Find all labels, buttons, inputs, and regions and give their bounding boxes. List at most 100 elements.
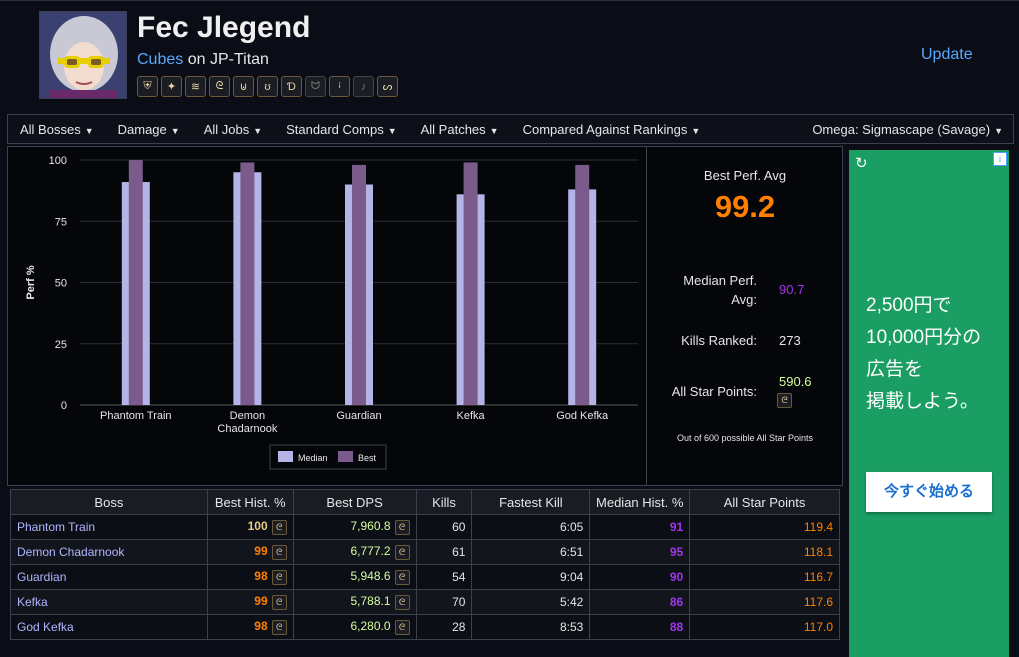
server-name: JP-Titan <box>209 51 269 68</box>
y-axis-label: Perf % <box>25 265 37 299</box>
allstar-value: 590.6 <box>779 374 812 389</box>
white-mage-icon: ᘓ <box>271 519 287 535</box>
filter-comparison[interactable]: Compared Against Rankings ▼ <box>511 122 713 137</box>
legend-box <box>269 444 387 470</box>
y-tick-label: 100 <box>49 155 67 167</box>
paladin-icon[interactable]: ⛨ <box>137 76 158 97</box>
best-dps-cell: 5,948.6 ᘓ <box>292 564 417 590</box>
table-header-row: Boss Best Hist. % Best DPS Kills Fastest… <box>10 489 840 515</box>
black-mage-icon[interactable]: ᔕ <box>377 76 398 97</box>
ad-text-line: 掲載しよう。 <box>866 391 979 412</box>
fastest-kill-value[interactable]: 6:51 <box>471 539 591 565</box>
update-button[interactable]: Update <box>921 46 973 63</box>
all-star-points-value: 118.1 <box>689 539 840 565</box>
white-mage-icon: ᘓ <box>271 619 287 635</box>
boss-name-link[interactable]: Demon Chadarnook <box>10 539 208 565</box>
bard-icon[interactable]: ♪ <box>353 76 374 97</box>
table-row[interactable]: Kefka 99 ᘓ 5,788.1 ᘓ 70 5:42 86 117.6 <box>10 589 840 615</box>
filter-comps[interactable]: Standard Comps ▼ <box>274 122 408 137</box>
chevron-down-icon: ▼ <box>387 125 397 136</box>
best-bar <box>463 162 478 405</box>
filter-jobs-label: All Jobs <box>203 121 250 137</box>
filter-jobs[interactable]: All Jobs ▼ <box>192 122 274 137</box>
table-row[interactable]: God Kefka 98 ᘓ 6,280.0 ᘓ 28 8:53 88 117.0 <box>10 614 840 640</box>
col-kills[interactable]: Kills <box>415 489 473 515</box>
col-best-dps[interactable]: Best DPS <box>292 489 417 515</box>
best-dps-value: 7,960.8 <box>350 519 391 534</box>
col-all-star-points[interactable]: All Star Points <box>689 489 840 515</box>
filter-patches-label: All Patches <box>420 121 486 137</box>
legend-label-best: Best <box>358 453 377 463</box>
refresh-icon[interactable]: ↻ <box>855 155 868 172</box>
best-hist-value: 99 <box>254 594 268 609</box>
boss-name-link[interactable]: God Kefka <box>10 614 208 640</box>
best-avg-value: 99.2 <box>714 189 776 224</box>
x-tick-label: Guardian <box>336 410 381 422</box>
legend-swatch-best <box>338 451 353 462</box>
table-row[interactable]: Phantom Train 100 ᘓ 7,960.8 ᘓ 60 6:05 91 119.4 <box>10 514 840 540</box>
kills-value: 28 <box>415 614 473 640</box>
ad-text-line: 広告を <box>866 359 924 380</box>
filter-comps-label: Standard Comps <box>286 121 384 137</box>
boss-table: Boss Best Hist. % Best DPS Kills Fastest… <box>10 489 840 640</box>
median-hist-value: 86 <box>589 589 691 615</box>
warrior-icon[interactable]: ✦ <box>161 76 182 97</box>
median-hist-value: 95 <box>589 539 691 565</box>
x-tick-label: Chadarnook <box>217 423 277 435</box>
col-best-hist[interactable]: Best Hist. % <box>206 489 294 515</box>
chevron-down-icon: ▼ <box>253 125 263 136</box>
kills-ranked-label: Kills Ranked: <box>681 333 757 348</box>
fastest-kill-value[interactable]: 9:04 <box>471 564 591 590</box>
best-hist-value: 98 <box>254 619 268 634</box>
filter-zone[interactable]: Omega: Sigmascape (Savage) ▼ <box>800 122 1013 137</box>
all-star-points-value: 117.6 <box>689 589 840 615</box>
performance-chart-panel: 0 25 50 75 100 Perf % Phantom Train Demon Chadar… <box>7 146 647 486</box>
boss-name-link[interactable]: Guardian <box>10 564 208 590</box>
col-median-hist[interactable]: Median Hist. % <box>589 489 691 515</box>
median-hist-value: 91 <box>589 514 691 540</box>
chevron-down-icon: ▼ <box>691 125 701 136</box>
best-hist-cell: 99 ᘓ <box>206 589 294 615</box>
white-mage-icon: ᘓ <box>394 519 410 535</box>
boss-name-link[interactable]: Kefka <box>10 589 208 615</box>
x-tick-label: Kefka <box>457 410 486 422</box>
white-mage-icon[interactable]: ᘓ <box>209 76 230 97</box>
table-row[interactable]: Demon Chadarnook 99 ᘓ 6,777.2 ᘓ 61 6:51 95 118.1 <box>10 539 840 565</box>
ad-cta-button[interactable]: 今すぐ始める <box>866 472 992 512</box>
character-server-line: Cubes on JP-Titan <box>137 51 269 69</box>
ninja-icon[interactable]: ᛍ <box>329 76 350 97</box>
fastest-kill-value[interactable]: 6:05 <box>471 514 591 540</box>
filter-metric[interactable]: Damage ▼ <box>106 122 192 137</box>
info-icon[interactable]: i <box>993 152 1007 166</box>
best-hist-value: 100 <box>247 519 268 534</box>
fastest-kill-value[interactable]: 5:42 <box>471 589 591 615</box>
best-dps-value: 6,777.2 <box>350 544 391 559</box>
monk-icon[interactable]: Ɗ <box>281 76 302 97</box>
median-avg-label-line1: Median Perf. <box>683 273 757 288</box>
ad-text: 2,500円で 10,000円分の 広告を 掲載しよう。 <box>866 290 1006 418</box>
best-hist-cell: 100 ᘓ <box>206 514 294 540</box>
scholar-icon[interactable]: ⊍ <box>233 76 254 97</box>
character-avatar <box>39 11 127 99</box>
y-tick-label: 0 <box>61 400 67 412</box>
summary-panel: Best Perf. Avg 99.2 Median Perf. Avg: 90… <box>647 146 843 486</box>
fastest-kill-value[interactable]: 8:53 <box>471 614 591 640</box>
filter-bosses[interactable]: All Bosses ▼ <box>8 122 106 137</box>
astrologian-icon[interactable]: ʊ <box>257 76 278 97</box>
col-boss[interactable]: Boss <box>10 489 208 515</box>
white-mage-icon: ᘓ <box>394 569 410 585</box>
dark-knight-icon[interactable]: ≋ <box>185 76 206 97</box>
all-star-points-value: 117.0 <box>689 614 840 640</box>
dragoon-icon[interactable]: ᗢ <box>305 76 326 97</box>
best-dps-value: 5,948.6 <box>350 569 391 584</box>
col-fastest-kill[interactable]: Fastest Kill <box>471 489 591 515</box>
y-tick-label: 50 <box>55 278 67 290</box>
boss-name-link[interactable]: Phantom Train <box>10 514 208 540</box>
filter-patches[interactable]: All Patches ▼ <box>409 122 511 137</box>
median-avg-label-line2: Avg: <box>731 292 757 307</box>
kills-value: 61 <box>415 539 473 565</box>
guild-link[interactable]: Cubes <box>137 51 184 68</box>
table-row[interactable]: Guardian 98 ᘓ 5,948.6 ᘓ 54 9:04 90 116.7 <box>10 564 840 590</box>
all-star-points-value: 119.4 <box>689 514 840 540</box>
white-mage-icon: ᘓ <box>394 619 410 635</box>
